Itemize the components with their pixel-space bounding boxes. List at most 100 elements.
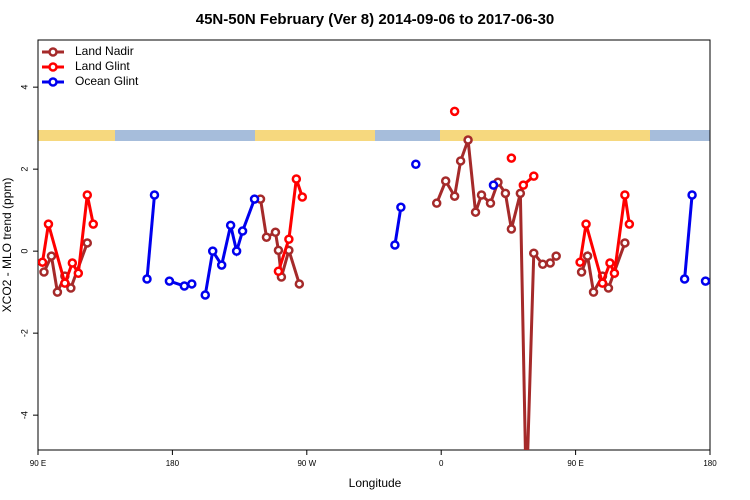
plot-area <box>38 106 710 500</box>
point <box>620 238 630 248</box>
point <box>142 274 152 284</box>
point <box>431 198 442 208</box>
point <box>605 258 615 268</box>
legend-label: Ocean Glint <box>75 74 139 88</box>
point <box>216 260 227 270</box>
y-tick-label: 4 <box>19 85 29 90</box>
point <box>231 246 242 256</box>
series-line <box>683 194 694 280</box>
chart-title: 45N-50N February (Ver 8) 2014-09-06 to 2… <box>196 11 555 28</box>
point <box>164 276 175 286</box>
y-tick-label: 0 <box>19 249 29 254</box>
point <box>449 191 460 201</box>
point <box>581 219 591 229</box>
legend-label: Land Nadir <box>75 44 134 58</box>
point <box>39 267 49 277</box>
point <box>582 251 593 261</box>
point <box>470 207 481 217</box>
point <box>284 234 294 245</box>
point <box>291 174 302 184</box>
point <box>249 194 260 204</box>
map-strip <box>38 130 710 141</box>
point <box>455 156 466 166</box>
point <box>500 188 511 199</box>
point <box>273 245 284 256</box>
point <box>506 153 517 163</box>
x-axis-title: Longitude <box>349 476 402 490</box>
y-axis-title: XCO2 - MLO trend (ppm) <box>0 178 14 313</box>
point <box>440 176 451 186</box>
point <box>597 278 608 288</box>
point <box>179 281 190 291</box>
point <box>297 192 308 202</box>
point <box>82 190 93 200</box>
point <box>620 190 630 200</box>
y-tick-label: -2 <box>19 329 29 337</box>
point <box>207 246 218 256</box>
point <box>624 219 635 229</box>
point <box>60 278 70 288</box>
point <box>237 226 248 236</box>
point <box>396 202 406 213</box>
point <box>294 279 305 289</box>
point <box>588 287 599 297</box>
point <box>225 220 236 231</box>
point <box>390 240 400 250</box>
point <box>609 268 620 279</box>
point <box>82 238 93 248</box>
point <box>67 258 78 268</box>
series-line <box>145 194 156 280</box>
point <box>485 198 496 208</box>
legend-marker <box>48 47 58 57</box>
point <box>576 267 587 277</box>
point <box>523 494 530 500</box>
series-line <box>277 178 304 272</box>
point <box>506 224 517 234</box>
x-tick-label: 0 <box>439 459 444 468</box>
point <box>476 190 487 200</box>
point <box>518 180 529 190</box>
point <box>687 190 697 200</box>
point <box>149 190 160 200</box>
x-tick-label: 180 <box>166 459 180 468</box>
y-tick-label: -4 <box>19 411 29 419</box>
point <box>66 283 76 293</box>
x-tick-label: 180 <box>703 459 717 468</box>
point <box>43 219 54 229</box>
legend-marker <box>48 77 58 87</box>
point <box>700 276 710 286</box>
point <box>545 258 555 268</box>
point <box>270 227 281 238</box>
point <box>679 274 690 284</box>
point <box>52 287 63 297</box>
point <box>200 290 211 300</box>
series-line <box>578 194 631 288</box>
point <box>463 135 473 145</box>
point <box>575 257 585 267</box>
x-tick-label: 90 E <box>567 459 583 468</box>
y-tick-label: 2 <box>19 167 29 172</box>
x-tick-label: 90 E <box>30 459 46 468</box>
point <box>488 180 499 190</box>
point <box>73 268 84 279</box>
point <box>537 259 548 270</box>
point <box>551 251 561 261</box>
point <box>88 219 99 229</box>
legend-label: Land Glint <box>75 59 130 73</box>
series-line <box>393 207 403 246</box>
x-tick-label: 90 W <box>297 459 316 468</box>
point <box>411 159 421 169</box>
point <box>515 188 526 199</box>
point <box>529 248 539 258</box>
point <box>46 251 57 261</box>
point <box>187 279 197 289</box>
plot-frame <box>37 39 711 451</box>
point <box>529 171 539 181</box>
point <box>603 283 614 293</box>
point <box>261 232 272 242</box>
point <box>38 257 48 267</box>
legend-marker <box>48 62 58 72</box>
point <box>273 266 284 276</box>
point <box>449 106 460 117</box>
